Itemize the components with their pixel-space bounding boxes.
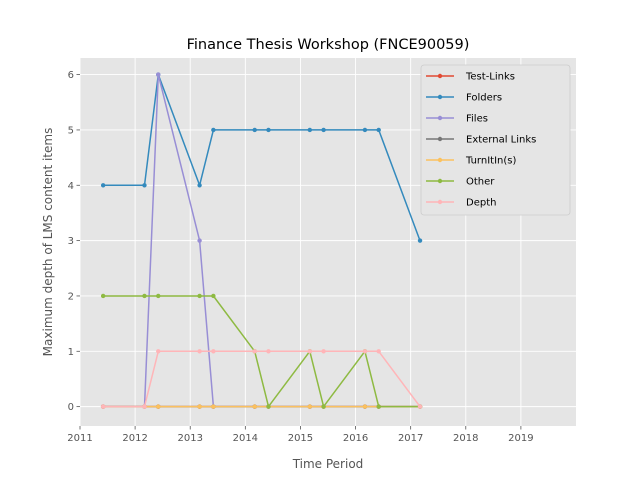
data-point-other: [156, 293, 161, 299]
data-point-files: [156, 72, 161, 77]
y-tick-label: 3: [68, 236, 74, 247]
series-folders: [100, 72, 423, 243]
data-point-other: [197, 293, 202, 299]
legend-label: Folders: [466, 93, 502, 104]
legend-label: Files: [466, 114, 488, 125]
data-point-turnitin-s: [211, 404, 216, 409]
legend-label: Test-Links: [465, 72, 515, 83]
legend-label: Other: [466, 177, 495, 188]
x-tick-label: 2015: [288, 433, 313, 444]
data-point-folders: [211, 127, 216, 133]
data-point-depth: [252, 349, 257, 354]
legend: Test-Links Folders Files External Links Turn…: [420, 64, 571, 216]
legend-swatch-marker: [437, 178, 443, 184]
data-point-folders: [142, 183, 147, 188]
series-line-depth: [103, 350, 421, 408]
data-point-turnitin-s: [156, 404, 161, 409]
y-axis-ticks: 0 1 2 3 4 5 6: [68, 70, 80, 413]
data-point-turnitin-s: [252, 404, 257, 409]
y-tick-label: 1: [68, 347, 74, 358]
data-point-depth: [376, 349, 381, 354]
series-line-folders: [103, 73, 421, 241]
legend-swatch-marker: [437, 115, 443, 121]
data-point-other: [211, 293, 216, 299]
y-axis-label: Maximum depth of LMS content items: [41, 128, 55, 357]
legend-item: Other: [426, 177, 495, 188]
data-point-depth: [142, 404, 147, 409]
data-point-turnitin-s: [307, 404, 313, 409]
x-tick-label: 2011: [67, 433, 92, 444]
data-point-depth: [417, 404, 423, 409]
y-tick-label: 6: [68, 70, 74, 81]
x-tick-label: 2012: [122, 433, 147, 444]
y-tick-label: 2: [68, 291, 74, 302]
data-point-folders: [376, 127, 381, 133]
legend-label: TurnItIn(s): [465, 156, 516, 167]
series-line-other: [103, 295, 420, 408]
legend-item: Files: [426, 114, 488, 125]
y-tick-label: 4: [68, 181, 74, 192]
chart-title: Finance Thesis Workshop (FNCE90059): [187, 37, 470, 53]
data-point-other: [266, 404, 271, 409]
series-layer: [100, 72, 423, 409]
data-point-depth: [266, 349, 271, 354]
legend-swatch-marker: [437, 157, 443, 163]
data-point-depth: [321, 349, 326, 354]
data-point-turnitin-s: [362, 404, 368, 409]
data-point-folders: [321, 127, 326, 133]
data-point-depth: [197, 349, 202, 354]
x-axis-ticks: 2011 2012 2013 2014 2015 2016 2017 2018 2019: [67, 426, 534, 444]
data-point-depth: [362, 349, 368, 354]
data-point-folders: [417, 238, 423, 243]
legend-swatch-marker: [437, 94, 443, 100]
legend-item: External Links: [426, 135, 536, 146]
legend-item: Test-Links: [426, 72, 515, 83]
y-tick-label: 0: [68, 402, 74, 413]
series-other: [100, 293, 423, 409]
data-point-depth: [100, 404, 106, 409]
x-tick-label: 2016: [343, 433, 368, 444]
data-point-depth: [307, 349, 313, 354]
data-point-folders: [307, 127, 313, 133]
x-tick-label: 2017: [398, 433, 423, 444]
legend-item: Folders: [426, 93, 502, 104]
data-point-other: [142, 293, 147, 299]
data-point-folders: [266, 127, 271, 133]
legend-swatch-marker: [437, 73, 443, 79]
legend-label: Depth: [466, 198, 496, 209]
legend-label: External Links: [466, 135, 536, 146]
data-point-other: [321, 404, 326, 409]
y-tick-label: 5: [68, 125, 74, 136]
legend-swatch-marker: [437, 136, 443, 142]
x-tick-label: 2014: [233, 433, 258, 444]
data-point-other: [376, 404, 381, 409]
x-tick-label: 2013: [177, 433, 202, 444]
data-point-folders: [362, 127, 368, 133]
data-point-other: [100, 293, 106, 299]
x-tick-label: 2018: [453, 433, 478, 444]
data-point-depth: [156, 349, 161, 354]
data-point-depth: [211, 349, 216, 354]
data-point-folders: [197, 183, 202, 188]
data-point-turnitin-s: [197, 404, 202, 409]
x-axis-label: Time Period: [292, 457, 364, 471]
data-point-folders: [252, 127, 257, 133]
legend-item: Depth: [426, 198, 496, 209]
legend-item: TurnItIn(s): [426, 156, 516, 167]
x-tick-label: 2019: [508, 433, 533, 444]
legend-frame: [420, 64, 571, 216]
series-depth: [100, 349, 423, 409]
data-point-folders: [100, 183, 106, 188]
data-point-files: [197, 238, 202, 243]
legend-swatch-marker: [437, 199, 443, 205]
